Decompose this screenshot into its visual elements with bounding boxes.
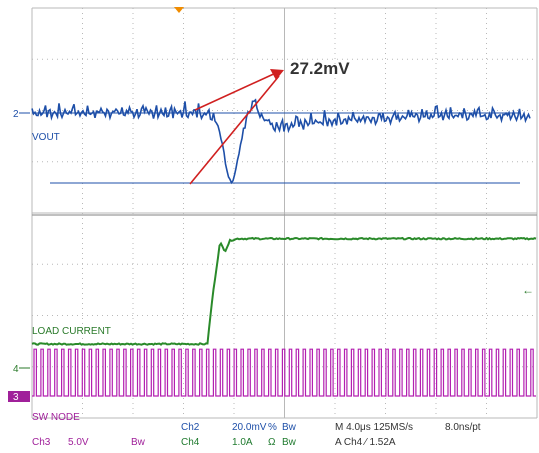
trigger-position-marker [174,7,184,13]
ch3-name: Ch3 [32,437,51,448]
ch2-bw: Bw [282,422,296,433]
ch2-coupling: % [268,422,277,433]
annotation-arrow-top [194,71,279,111]
ch2-name: Ch2 [181,422,200,433]
ch3-bw: Bw [131,437,145,448]
ch4-scale: 1.0A [232,437,253,448]
ch3-scale: 5.0V [68,437,89,448]
load-current-label: LOAD CURRENT [32,326,111,337]
ch4-bw: Bw [282,437,296,448]
vout-label: VOUT [32,132,60,143]
graticule [31,7,538,419]
ch4-name: Ch4 [181,437,200,448]
ch4-coupling: Ω [268,437,276,448]
offscreen-arrow: ← [522,283,534,297]
annotation-label: 27.2mV [290,59,350,78]
ch2-scale: 20.0mV [232,422,267,433]
sw-node-label: SW NODE [32,412,80,423]
ch3-ground-marker: 3 [13,392,19,403]
ch4-ground-marker: 4 [13,364,19,375]
timebase-readout: M 4.0μs 125MS/s [335,422,414,433]
ch3-ground-marker-box [8,391,30,402]
resolution-readout: 8.0ns/pt [445,422,481,433]
vout-waveform [31,98,531,185]
annotation-arrow-bottom [189,75,280,185]
trigger-readout: A Ch4 ⁄ 1.52A [335,437,396,448]
sw-node-waveform [32,348,536,397]
load-current-waveform [31,236,537,346]
ch2-ground-marker: 2 [13,109,19,120]
annotation-arrowhead [270,69,284,80]
